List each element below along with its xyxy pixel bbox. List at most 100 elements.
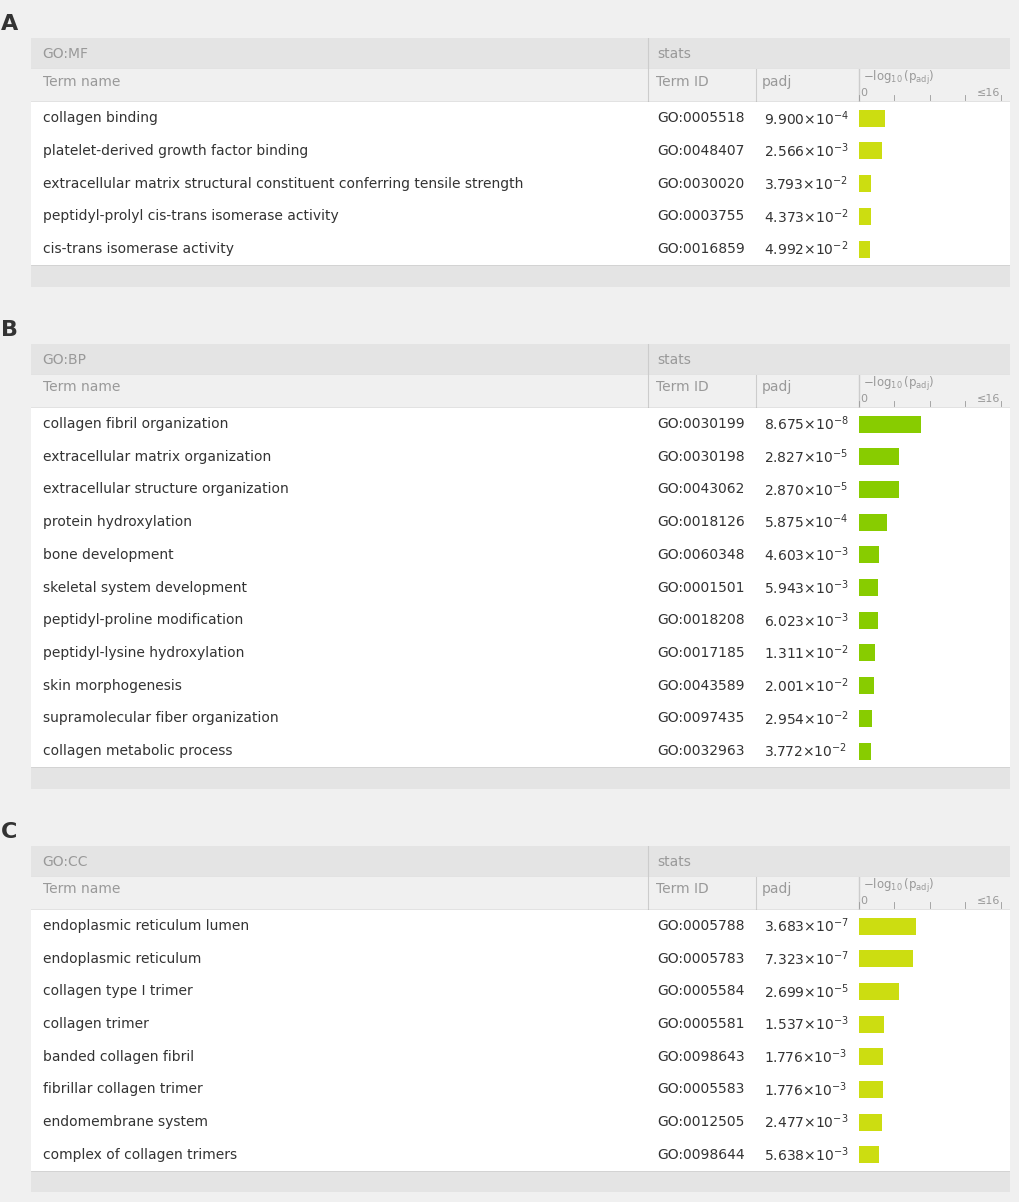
Text: GO:0048407: GO:0048407 xyxy=(657,144,744,157)
Text: GO:0060348: GO:0060348 xyxy=(657,548,745,561)
Bar xyxy=(858,240,869,257)
Text: 1.537×10$^{-3}$: 1.537×10$^{-3}$ xyxy=(763,1014,848,1034)
Bar xyxy=(858,1081,882,1097)
Text: GO:0098644: GO:0098644 xyxy=(657,1148,745,1162)
Text: A: A xyxy=(1,14,18,34)
Text: collagen fibril organization: collagen fibril organization xyxy=(43,417,227,432)
Text: 4.992×10$^{-2}$: 4.992×10$^{-2}$ xyxy=(763,239,847,258)
Text: 8.675×10$^{-8}$: 8.675×10$^{-8}$ xyxy=(763,415,848,434)
Bar xyxy=(858,917,915,934)
Text: fibrillar collagen trimer: fibrillar collagen trimer xyxy=(43,1083,202,1096)
Bar xyxy=(858,208,870,225)
Bar xyxy=(858,448,898,465)
Text: peptidyl-prolyl cis-trans isomerase activity: peptidyl-prolyl cis-trans isomerase acti… xyxy=(43,209,338,224)
Text: GO:0098643: GO:0098643 xyxy=(657,1049,745,1064)
Bar xyxy=(858,1048,882,1065)
Text: supramolecular fiber organization: supramolecular fiber organization xyxy=(43,712,278,725)
Text: 5.638×10$^{-3}$: 5.638×10$^{-3}$ xyxy=(763,1146,848,1165)
Text: stats: stats xyxy=(657,855,691,869)
Text: GO:0030198: GO:0030198 xyxy=(657,450,745,464)
Text: 2.870×10$^{-5}$: 2.870×10$^{-5}$ xyxy=(763,480,847,499)
Text: extracellular matrix organization: extracellular matrix organization xyxy=(43,450,270,464)
Text: 2.699×10$^{-5}$: 2.699×10$^{-5}$ xyxy=(763,982,848,1001)
Text: 2.827×10$^{-5}$: 2.827×10$^{-5}$ xyxy=(763,447,847,466)
Text: collagen type I trimer: collagen type I trimer xyxy=(43,984,193,999)
Bar xyxy=(858,547,878,564)
Text: ≤16: ≤16 xyxy=(976,393,1000,404)
Text: padj: padj xyxy=(761,882,791,897)
Text: GO:0005583: GO:0005583 xyxy=(657,1083,744,1096)
Text: GO:0003755: GO:0003755 xyxy=(657,209,744,224)
Text: GO:0005581: GO:0005581 xyxy=(657,1017,745,1031)
Text: peptidyl-lysine hydroxylation: peptidyl-lysine hydroxylation xyxy=(43,645,244,660)
Text: platelet-derived growth factor binding: platelet-derived growth factor binding xyxy=(43,144,308,157)
Bar xyxy=(858,175,870,192)
Text: Term ID: Term ID xyxy=(655,381,708,394)
Bar xyxy=(858,1114,880,1131)
Text: padj: padj xyxy=(761,75,791,89)
Bar xyxy=(858,416,920,433)
Text: B: B xyxy=(1,320,17,340)
Text: 6.023×10$^{-3}$: 6.023×10$^{-3}$ xyxy=(763,611,848,630)
Text: GO:0005584: GO:0005584 xyxy=(657,984,744,999)
Text: 4.373×10$^{-2}$: 4.373×10$^{-2}$ xyxy=(763,207,847,226)
Text: $-\log_{10}(\mathrm{p_{adj}})$: $-\log_{10}(\mathrm{p_{adj}})$ xyxy=(863,70,933,88)
Bar xyxy=(858,1147,877,1164)
Text: 0: 0 xyxy=(860,393,866,404)
Text: GO:CC: GO:CC xyxy=(43,855,88,869)
Text: padj: padj xyxy=(761,381,791,394)
Text: peptidyl-proline modification: peptidyl-proline modification xyxy=(43,613,243,627)
Text: cis-trans isomerase activity: cis-trans isomerase activity xyxy=(43,242,233,256)
Bar xyxy=(858,644,874,661)
Text: GO:BP: GO:BP xyxy=(43,352,87,367)
Text: protein hydroxylation: protein hydroxylation xyxy=(43,516,192,529)
Text: 3.772×10$^{-2}$: 3.772×10$^{-2}$ xyxy=(763,742,846,761)
Text: stats: stats xyxy=(657,352,691,367)
Text: GO:0043062: GO:0043062 xyxy=(657,482,744,496)
Text: ≤16: ≤16 xyxy=(976,88,1000,97)
Text: complex of collagen trimers: complex of collagen trimers xyxy=(43,1148,236,1162)
Text: GO:0005518: GO:0005518 xyxy=(657,112,745,125)
Text: collagen trimer: collagen trimer xyxy=(43,1017,148,1031)
Text: 5.875×10$^{-4}$: 5.875×10$^{-4}$ xyxy=(763,513,847,531)
Text: 9.900×10$^{-4}$: 9.900×10$^{-4}$ xyxy=(763,109,848,127)
Text: GO:0016859: GO:0016859 xyxy=(657,242,745,256)
Text: 1.776×10$^{-3}$: 1.776×10$^{-3}$ xyxy=(763,1081,846,1099)
Bar xyxy=(858,677,872,694)
Text: GO:0005783: GO:0005783 xyxy=(657,952,744,965)
Text: C: C xyxy=(1,822,17,841)
Text: GO:0017185: GO:0017185 xyxy=(657,645,745,660)
Text: endomembrane system: endomembrane system xyxy=(43,1115,207,1129)
Text: endoplasmic reticulum: endoplasmic reticulum xyxy=(43,952,201,965)
Text: 1.776×10$^{-3}$: 1.776×10$^{-3}$ xyxy=(763,1047,846,1066)
Text: 2.001×10$^{-2}$: 2.001×10$^{-2}$ xyxy=(763,677,847,695)
Bar xyxy=(858,612,877,629)
Text: collagen metabolic process: collagen metabolic process xyxy=(43,744,231,758)
Text: 3.683×10$^{-7}$: 3.683×10$^{-7}$ xyxy=(763,917,848,935)
Bar xyxy=(858,710,871,727)
Text: Term ID: Term ID xyxy=(655,882,708,897)
Text: GO:0018208: GO:0018208 xyxy=(657,613,745,627)
Text: GO:0030020: GO:0030020 xyxy=(657,177,744,191)
Text: 2.477×10$^{-3}$: 2.477×10$^{-3}$ xyxy=(763,1113,847,1131)
Text: Term name: Term name xyxy=(43,381,120,394)
Text: stats: stats xyxy=(657,47,691,61)
Text: 0: 0 xyxy=(860,895,866,905)
Text: 5.943×10$^{-3}$: 5.943×10$^{-3}$ xyxy=(763,578,848,597)
Bar xyxy=(858,109,884,126)
Bar xyxy=(858,513,887,530)
Text: GO:0032963: GO:0032963 xyxy=(657,744,745,758)
Text: collagen binding: collagen binding xyxy=(43,112,157,125)
Bar xyxy=(858,743,870,760)
Text: $-\log_{10}(\mathrm{p_{adj}})$: $-\log_{10}(\mathrm{p_{adj}})$ xyxy=(863,877,933,895)
Text: 3.793×10$^{-2}$: 3.793×10$^{-2}$ xyxy=(763,174,846,194)
Bar xyxy=(858,951,912,968)
Text: GO:0097435: GO:0097435 xyxy=(657,712,744,725)
Bar xyxy=(858,983,898,1000)
Text: banded collagen fibril: banded collagen fibril xyxy=(43,1049,194,1064)
Text: GO:MF: GO:MF xyxy=(43,47,89,61)
Text: GO:0001501: GO:0001501 xyxy=(657,581,745,595)
Text: endoplasmic reticulum lumen: endoplasmic reticulum lumen xyxy=(43,920,249,933)
Text: GO:0043589: GO:0043589 xyxy=(657,679,745,692)
Text: $-\log_{10}(\mathrm{p_{adj}})$: $-\log_{10}(\mathrm{p_{adj}})$ xyxy=(863,375,933,393)
